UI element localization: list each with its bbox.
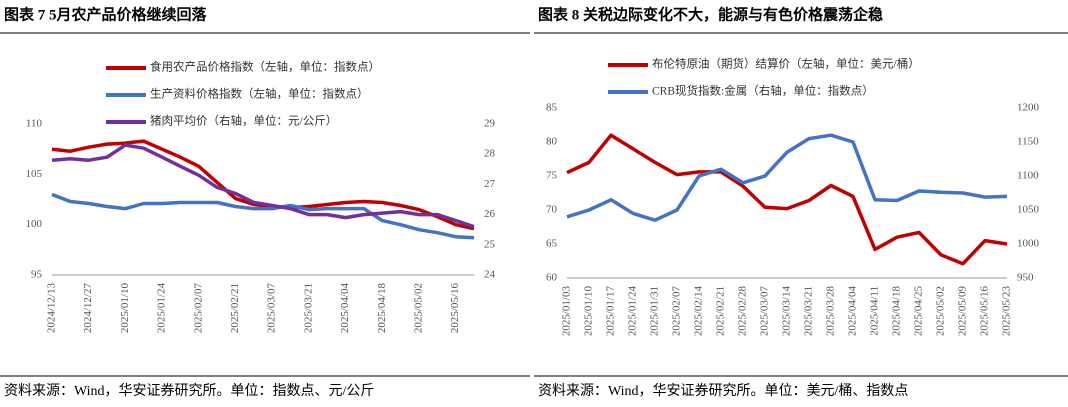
x-tick-label: 2025/04/04: [847, 286, 859, 337]
x-tick-label: 2025/04/11: [869, 286, 881, 336]
x-tick-label: 2025/04/25: [913, 286, 925, 337]
chart-title: 图表 7 5月农产品价格继续回落: [4, 5, 208, 23]
y2-tick-label: 1000: [1017, 238, 1040, 250]
x-tick-label: 2024/12/27: [82, 283, 94, 334]
x-tick-label: 2025/05/02: [935, 286, 947, 336]
x-tick-label: 2025/03/14: [781, 286, 793, 337]
legend-label: CRB现货指数:金属（右轴，单位：指数点）: [652, 84, 874, 98]
y-tick-label: 65: [546, 238, 558, 250]
legend-label: 布伦特原油（期货）结算价（左轴，单位：美元/桶）: [652, 57, 920, 71]
x-tick-label: 2025/04/04: [339, 283, 351, 334]
y-tick-label: 60: [546, 272, 558, 284]
x-tick-label: 2025/02/07: [192, 283, 204, 334]
y2-tick-label: 25: [484, 238, 496, 250]
y-tick-label: 70: [546, 204, 558, 216]
y-tick-label: 100: [26, 218, 43, 230]
y2-tick-label: 1050: [1017, 204, 1040, 216]
y-tick-label: 110: [26, 118, 43, 130]
x-tick-label: 2024/12/13: [46, 283, 58, 334]
series-line: [51, 192, 475, 240]
y2-tick-label: 1100: [1017, 170, 1039, 182]
y2-tick-label: 1200: [1017, 102, 1040, 114]
x-tick-label: 2025/01/03: [561, 286, 573, 337]
x-tick-label: 2025/02/21: [715, 286, 727, 336]
x-tick-label: 2025/04/18: [376, 283, 388, 334]
x-tick-label: 2025/05/16: [979, 286, 991, 337]
x-tick-label: 2025/01/31: [649, 286, 661, 336]
x-tick-label: 2025/03/07: [266, 283, 278, 334]
legend-label: 猪肉平均价（右轴，单位：元/公斤）: [150, 114, 337, 128]
x-tick-label: 2025/03/28: [825, 286, 837, 337]
x-tick-label: 2025/03/21: [302, 283, 314, 333]
y-tick-label: 85: [546, 102, 558, 114]
source-note: 资料来源：Wind，华安证券研究所。单位：美元/桶、指数点: [538, 383, 908, 399]
y2-tick-label: 26: [484, 208, 496, 220]
y2-tick-label: 24: [484, 269, 496, 281]
y-tick-label: 80: [546, 136, 558, 148]
x-tick-label: 2025/02/07: [671, 286, 683, 337]
y2-tick-label: 28: [484, 148, 496, 160]
series-line: [51, 143, 475, 229]
x-tick-label: 2025/03/07: [759, 286, 771, 337]
series-line: [51, 139, 475, 231]
x-tick-label: 2025/02/28: [737, 286, 749, 337]
y2-tick-label: 1150: [1017, 136, 1039, 148]
x-tick-label: 2025/05/02: [412, 283, 424, 333]
x-tick-label: 2025/01/24: [627, 286, 639, 337]
y-tick-label: 105: [26, 168, 43, 180]
chart-title: 图表 8 关税边际变化不大，能源与有色价格震荡企稳: [538, 5, 883, 23]
x-tick-label: 2025/01/17: [605, 286, 617, 337]
source-note: 资料来源：Wind，华安证券研究所。单位：指数点、元/公斤: [4, 383, 374, 399]
x-tick-label: 2025/01/10: [119, 283, 131, 334]
x-tick-label: 2025/05/09: [957, 286, 969, 337]
series-line: [566, 133, 1008, 222]
legend-label: 食用农产品价格指数（左轴，单位：指数点）: [150, 60, 380, 74]
x-tick-label: 2025/01/24: [156, 283, 168, 334]
y2-tick-label: 950: [1017, 272, 1034, 284]
x-tick-label: 2025/01/10: [583, 286, 595, 337]
y2-tick-label: 27: [484, 178, 496, 190]
x-tick-label: 2025/04/18: [891, 286, 903, 337]
x-tick-label: 2025/03/21: [803, 286, 815, 336]
y-tick-label: 95: [31, 269, 43, 281]
legend-label: 生产资料价格指数（左轴，单位：指数点）: [150, 87, 369, 101]
x-tick-label: 2025/05/16: [449, 283, 461, 334]
y-tick-label: 75: [546, 170, 558, 182]
x-tick-label: 2025/02/14: [693, 286, 705, 337]
series-line: [566, 133, 1008, 266]
x-tick-label: 2025/05/23: [1001, 286, 1013, 337]
y2-tick-label: 29: [484, 118, 496, 130]
x-tick-label: 2025/02/21: [229, 283, 241, 333]
